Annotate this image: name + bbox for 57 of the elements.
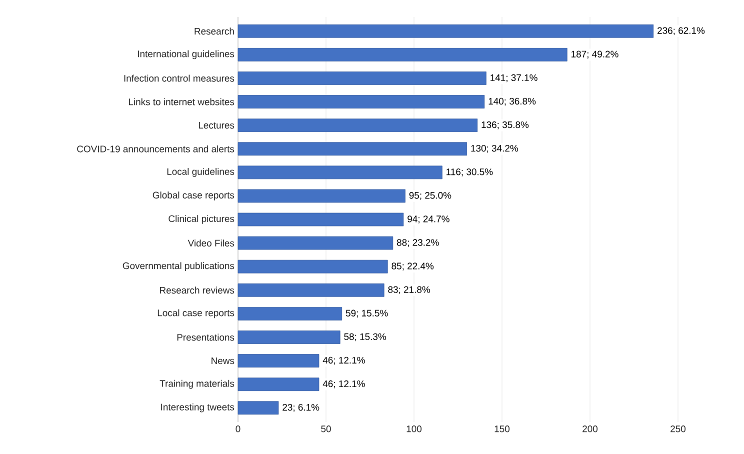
x-tick-label: 250 bbox=[670, 426, 686, 432]
data-label: 94; 24.7% bbox=[408, 216, 450, 224]
x-tick-label: 50 bbox=[321, 426, 331, 432]
y-tick-label: Lectures bbox=[198, 122, 234, 129]
y-tick-label: News bbox=[212, 357, 234, 364]
y-tick-label: Clinical pictures bbox=[168, 215, 234, 224]
bar bbox=[238, 212, 404, 226]
x-tick-label: 200 bbox=[582, 426, 598, 432]
y-tick-label: Research reviews bbox=[160, 286, 234, 294]
bar bbox=[238, 24, 654, 38]
bar bbox=[238, 48, 568, 62]
data-label: 141; 37.1% bbox=[490, 74, 538, 82]
bar bbox=[238, 236, 394, 250]
data-label: 88; 23.2% bbox=[396, 239, 439, 247]
bar bbox=[238, 189, 406, 203]
x-tick-label: 100 bbox=[406, 426, 422, 432]
bar bbox=[238, 166, 442, 180]
bar bbox=[238, 306, 342, 320]
bar bbox=[238, 330, 340, 344]
bar bbox=[238, 260, 388, 274]
bar bbox=[238, 354, 320, 368]
y-tick-label: International guidelines bbox=[138, 50, 234, 60]
bar bbox=[238, 378, 320, 392]
y-tick-label: Research bbox=[194, 28, 234, 35]
bar bbox=[238, 95, 485, 108]
y-tick-label: COVID-19 announcements and alerts bbox=[77, 145, 234, 152]
y-tick-label: Infection control measures bbox=[124, 74, 234, 82]
data-label: 46; 12.1% bbox=[322, 356, 365, 365]
data-label: 46; 12.1% bbox=[322, 380, 365, 388]
data-label: 130; 34.2% bbox=[471, 144, 518, 153]
data-label: 23; 6.1% bbox=[282, 404, 320, 412]
data-label: 187; 49.2% bbox=[572, 50, 618, 59]
bar bbox=[238, 72, 486, 85]
data-label: 95; 25.0% bbox=[409, 192, 452, 200]
bar bbox=[238, 118, 478, 132]
bar bbox=[238, 283, 384, 297]
x-tick-label: 0 bbox=[236, 426, 240, 432]
y-tick-label: Global case reports bbox=[152, 192, 234, 200]
data-label: 116; 30.5% bbox=[446, 168, 493, 176]
data-label: 83; 21.8% bbox=[388, 286, 430, 294]
data-label: 58; 15.3% bbox=[344, 333, 386, 342]
data-label: 236; 62.1% bbox=[658, 27, 705, 36]
bar bbox=[238, 142, 467, 156]
y-tick-label: Links to internet websites bbox=[128, 98, 234, 106]
data-label: 136; 35.8% bbox=[482, 121, 529, 130]
data-label: 85; 22.4% bbox=[392, 262, 434, 271]
y-tick-label: Local case reports bbox=[158, 309, 234, 318]
y-tick-label: Presentations bbox=[177, 334, 234, 341]
y-tick-label: Video Files bbox=[188, 240, 234, 247]
data-label: 59; 15.5% bbox=[346, 310, 388, 318]
y-tick-label: Local guidelines bbox=[167, 168, 234, 177]
bar bbox=[238, 401, 279, 415]
x-tick-label: 150 bbox=[494, 426, 510, 432]
y-tick-label: Interesting tweets bbox=[161, 403, 234, 412]
y-tick-label: Training materials bbox=[160, 380, 234, 389]
data-label: 140; 36.8% bbox=[488, 98, 536, 106]
y-tick-label: Governmental publications bbox=[122, 262, 234, 272]
